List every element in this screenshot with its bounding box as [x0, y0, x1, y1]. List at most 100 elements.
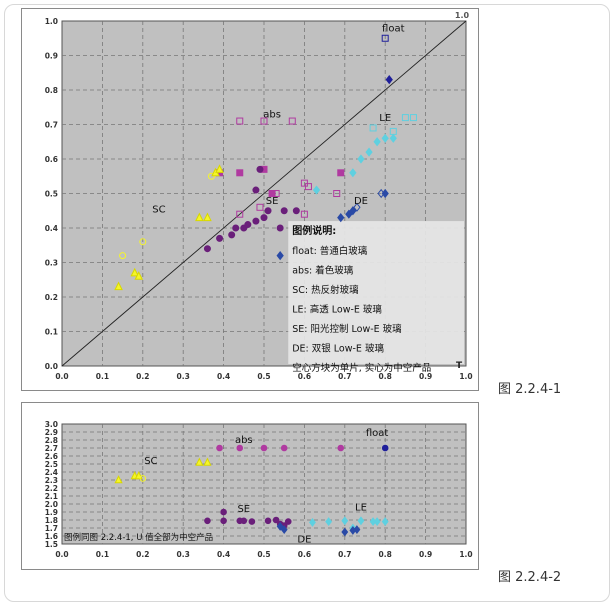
data-point-se	[220, 508, 227, 516]
data-point-sc	[203, 212, 212, 222]
data-point-sc	[203, 457, 212, 466]
axis-end-label: T	[456, 361, 463, 371]
data-point-abs	[260, 444, 268, 452]
y-tick-label: 1.6	[45, 532, 58, 541]
x-tick-label: 0.9	[419, 550, 432, 559]
data-point-le	[381, 133, 389, 143]
data-point-se	[232, 224, 240, 232]
data-point-abs	[236, 210, 244, 218]
data-point-le	[373, 517, 381, 527]
data-point-se	[264, 207, 272, 215]
chart-panel-2: 0.0 0.1 0.2 0.3 0.4 0.5 0.6 0.7 0.8 0.9 1.0 1.5 1.6 1…	[21, 402, 479, 570]
data-point-float	[381, 444, 389, 452]
data-point-le	[309, 517, 316, 527]
data-point-abs	[300, 210, 308, 218]
data-point-le	[325, 517, 333, 527]
y-tick-label: 0.2	[45, 293, 58, 302]
x-tick-label: 0.2	[136, 550, 149, 559]
page-frame	[4, 4, 610, 602]
legend-entry: SC: 热反射玻璃	[292, 284, 358, 296]
data-point-abs	[268, 190, 276, 197]
x-tick-label: 0.4	[217, 550, 230, 559]
data-point-le	[381, 517, 389, 527]
x-tick-label: 0.3	[177, 372, 190, 381]
x-tick-label: 0.0	[55, 550, 68, 559]
data-point-sc	[119, 252, 127, 260]
y-tick-label: 0.8	[45, 86, 58, 95]
data-point-se	[280, 207, 288, 215]
data-point-se	[220, 517, 227, 525]
data-point-abs	[337, 169, 345, 177]
chart-1-svg: 0.0 0.1 0.2 0.3 0.4 0.5 0.6 0.7 0.8 0.9 1.0 0.0 0.1 0…	[45, 11, 473, 381]
annotation-label: abs	[263, 110, 281, 121]
data-point-le	[312, 185, 321, 195]
chart-panel-1: 0.0 0.1 0.2 0.3 0.4 0.5 0.6 0.7 0.8 0.9 1.0 0.0 0.1 0…	[21, 8, 479, 391]
data-point-de	[341, 527, 349, 537]
data-point-se	[256, 165, 264, 173]
data-point-se	[252, 186, 260, 194]
x-tick-label: 0.7	[338, 550, 351, 559]
legend-entry: LE: 高透 Low-E 玻璃	[292, 304, 382, 316]
y-tick-label: 1.0	[45, 17, 58, 26]
y-tick-label: 2.1	[45, 492, 58, 501]
diagonal-line	[61, 20, 467, 367]
y-tick-label: 2.9	[45, 428, 58, 437]
data-point-se	[203, 245, 211, 253]
legend-entry: SE: 阳光控制 Low-E 玻璃	[292, 323, 401, 335]
annotation-label: SE	[237, 504, 250, 515]
data-point-abs	[333, 190, 341, 197]
data-point-abs	[216, 444, 223, 452]
y-tick-label: 2.7	[45, 444, 58, 453]
data-point-se	[252, 217, 260, 225]
y-tick-label: 0.1	[45, 328, 58, 337]
x-tick-label: 0.8	[379, 372, 392, 381]
y-tick-label: 2.6	[45, 452, 58, 461]
annotation-label: LE	[379, 113, 391, 124]
data-point-de	[337, 213, 345, 223]
x-tick-label: 1.0	[459, 550, 472, 559]
data-point-se	[260, 214, 268, 222]
data-point-sc	[114, 281, 123, 291]
data-point-le	[341, 516, 349, 526]
y-tick-label: 1.8	[45, 516, 58, 525]
annotation-label: float	[366, 428, 389, 439]
data-point-de	[349, 206, 357, 216]
data-point-de	[353, 525, 361, 535]
data-point-le	[365, 147, 373, 157]
data-point-de	[280, 525, 288, 535]
data-point-abs	[236, 117, 244, 125]
y-tick-label: 0.0	[45, 362, 58, 371]
annotation-label: DE	[297, 534, 311, 545]
data-point-float	[381, 34, 389, 42]
data-point-sc	[139, 238, 147, 246]
data-point-se	[240, 517, 248, 525]
data-point-abs	[304, 183, 312, 191]
x-tick-label: 0.9	[419, 372, 432, 381]
y-tick-label: 2.3	[45, 476, 58, 485]
data-point-de	[276, 250, 284, 261]
data-point-le	[409, 114, 417, 122]
data-point-de	[377, 188, 385, 199]
annotation-label: SC	[144, 456, 157, 467]
data-point-sc	[134, 271, 144, 280]
legend-box	[288, 221, 464, 364]
annotation-label: float	[382, 23, 405, 34]
data-point-se	[272, 516, 280, 524]
data-point-abs	[280, 444, 288, 452]
data-point-sc	[139, 475, 147, 482]
data-point-se	[204, 517, 211, 525]
data-point-sc	[114, 475, 123, 484]
data-point-abs	[236, 444, 244, 452]
data-point-se	[264, 517, 272, 525]
x-tick-label: 1.0	[459, 372, 472, 381]
figure-caption-1: 图 2.2.4-1	[498, 382, 562, 397]
y-tick-label: 3.0	[45, 420, 58, 429]
data-point-le	[401, 114, 409, 122]
data-point-le	[349, 168, 357, 178]
data-point-sc	[130, 267, 140, 277]
data-point-float	[385, 75, 393, 85]
data-point-de	[345, 209, 353, 219]
data-point-sc	[195, 212, 204, 222]
y-tick-label: 1.9	[45, 508, 58, 517]
x-tick-label: 0.6	[298, 372, 311, 381]
